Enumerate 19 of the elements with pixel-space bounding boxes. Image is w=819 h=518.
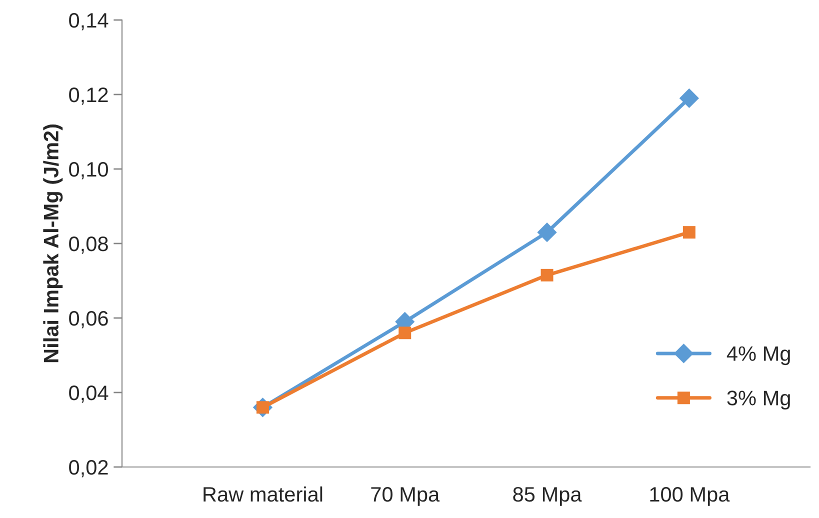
y-tick-label: 0,14 xyxy=(69,13,108,30)
x-tick-label: 70 Mpa xyxy=(371,486,440,506)
y-tick-label: 0,08 xyxy=(69,236,108,254)
point xyxy=(679,88,699,108)
y-tick-label: 0,12 xyxy=(69,88,108,105)
point xyxy=(682,226,696,239)
point xyxy=(398,326,412,340)
legend-label: 4% Mg xyxy=(726,346,790,366)
y-tick-label: 0,04 xyxy=(69,386,108,403)
legend-label: 3% Mg xyxy=(727,390,790,410)
point xyxy=(537,222,557,242)
y-tick-label: 0,06 xyxy=(69,311,108,328)
x-tick-label: 100 Mpa xyxy=(650,486,730,506)
y-axis-title: Nilai Impak Al-Mg (J/m2) xyxy=(43,124,63,362)
x-tick-label: Raw material xyxy=(204,486,322,502)
point xyxy=(540,268,554,282)
y-tick-label: 0,02 xyxy=(69,460,108,478)
y-tick-label: 0,10 xyxy=(69,162,108,180)
x-tick-label: 85 Mpa xyxy=(513,486,582,506)
